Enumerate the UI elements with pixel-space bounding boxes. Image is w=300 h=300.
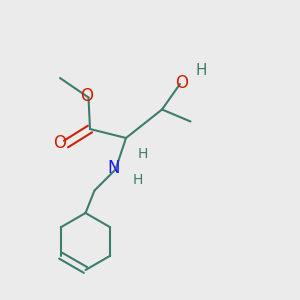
Text: O: O [53,134,67,152]
Text: O: O [80,87,94,105]
Text: H: H [137,148,148,161]
Text: O: O [175,74,188,92]
Text: N: N [108,159,120,177]
Text: H: H [195,63,207,78]
Text: H: H [133,173,143,187]
